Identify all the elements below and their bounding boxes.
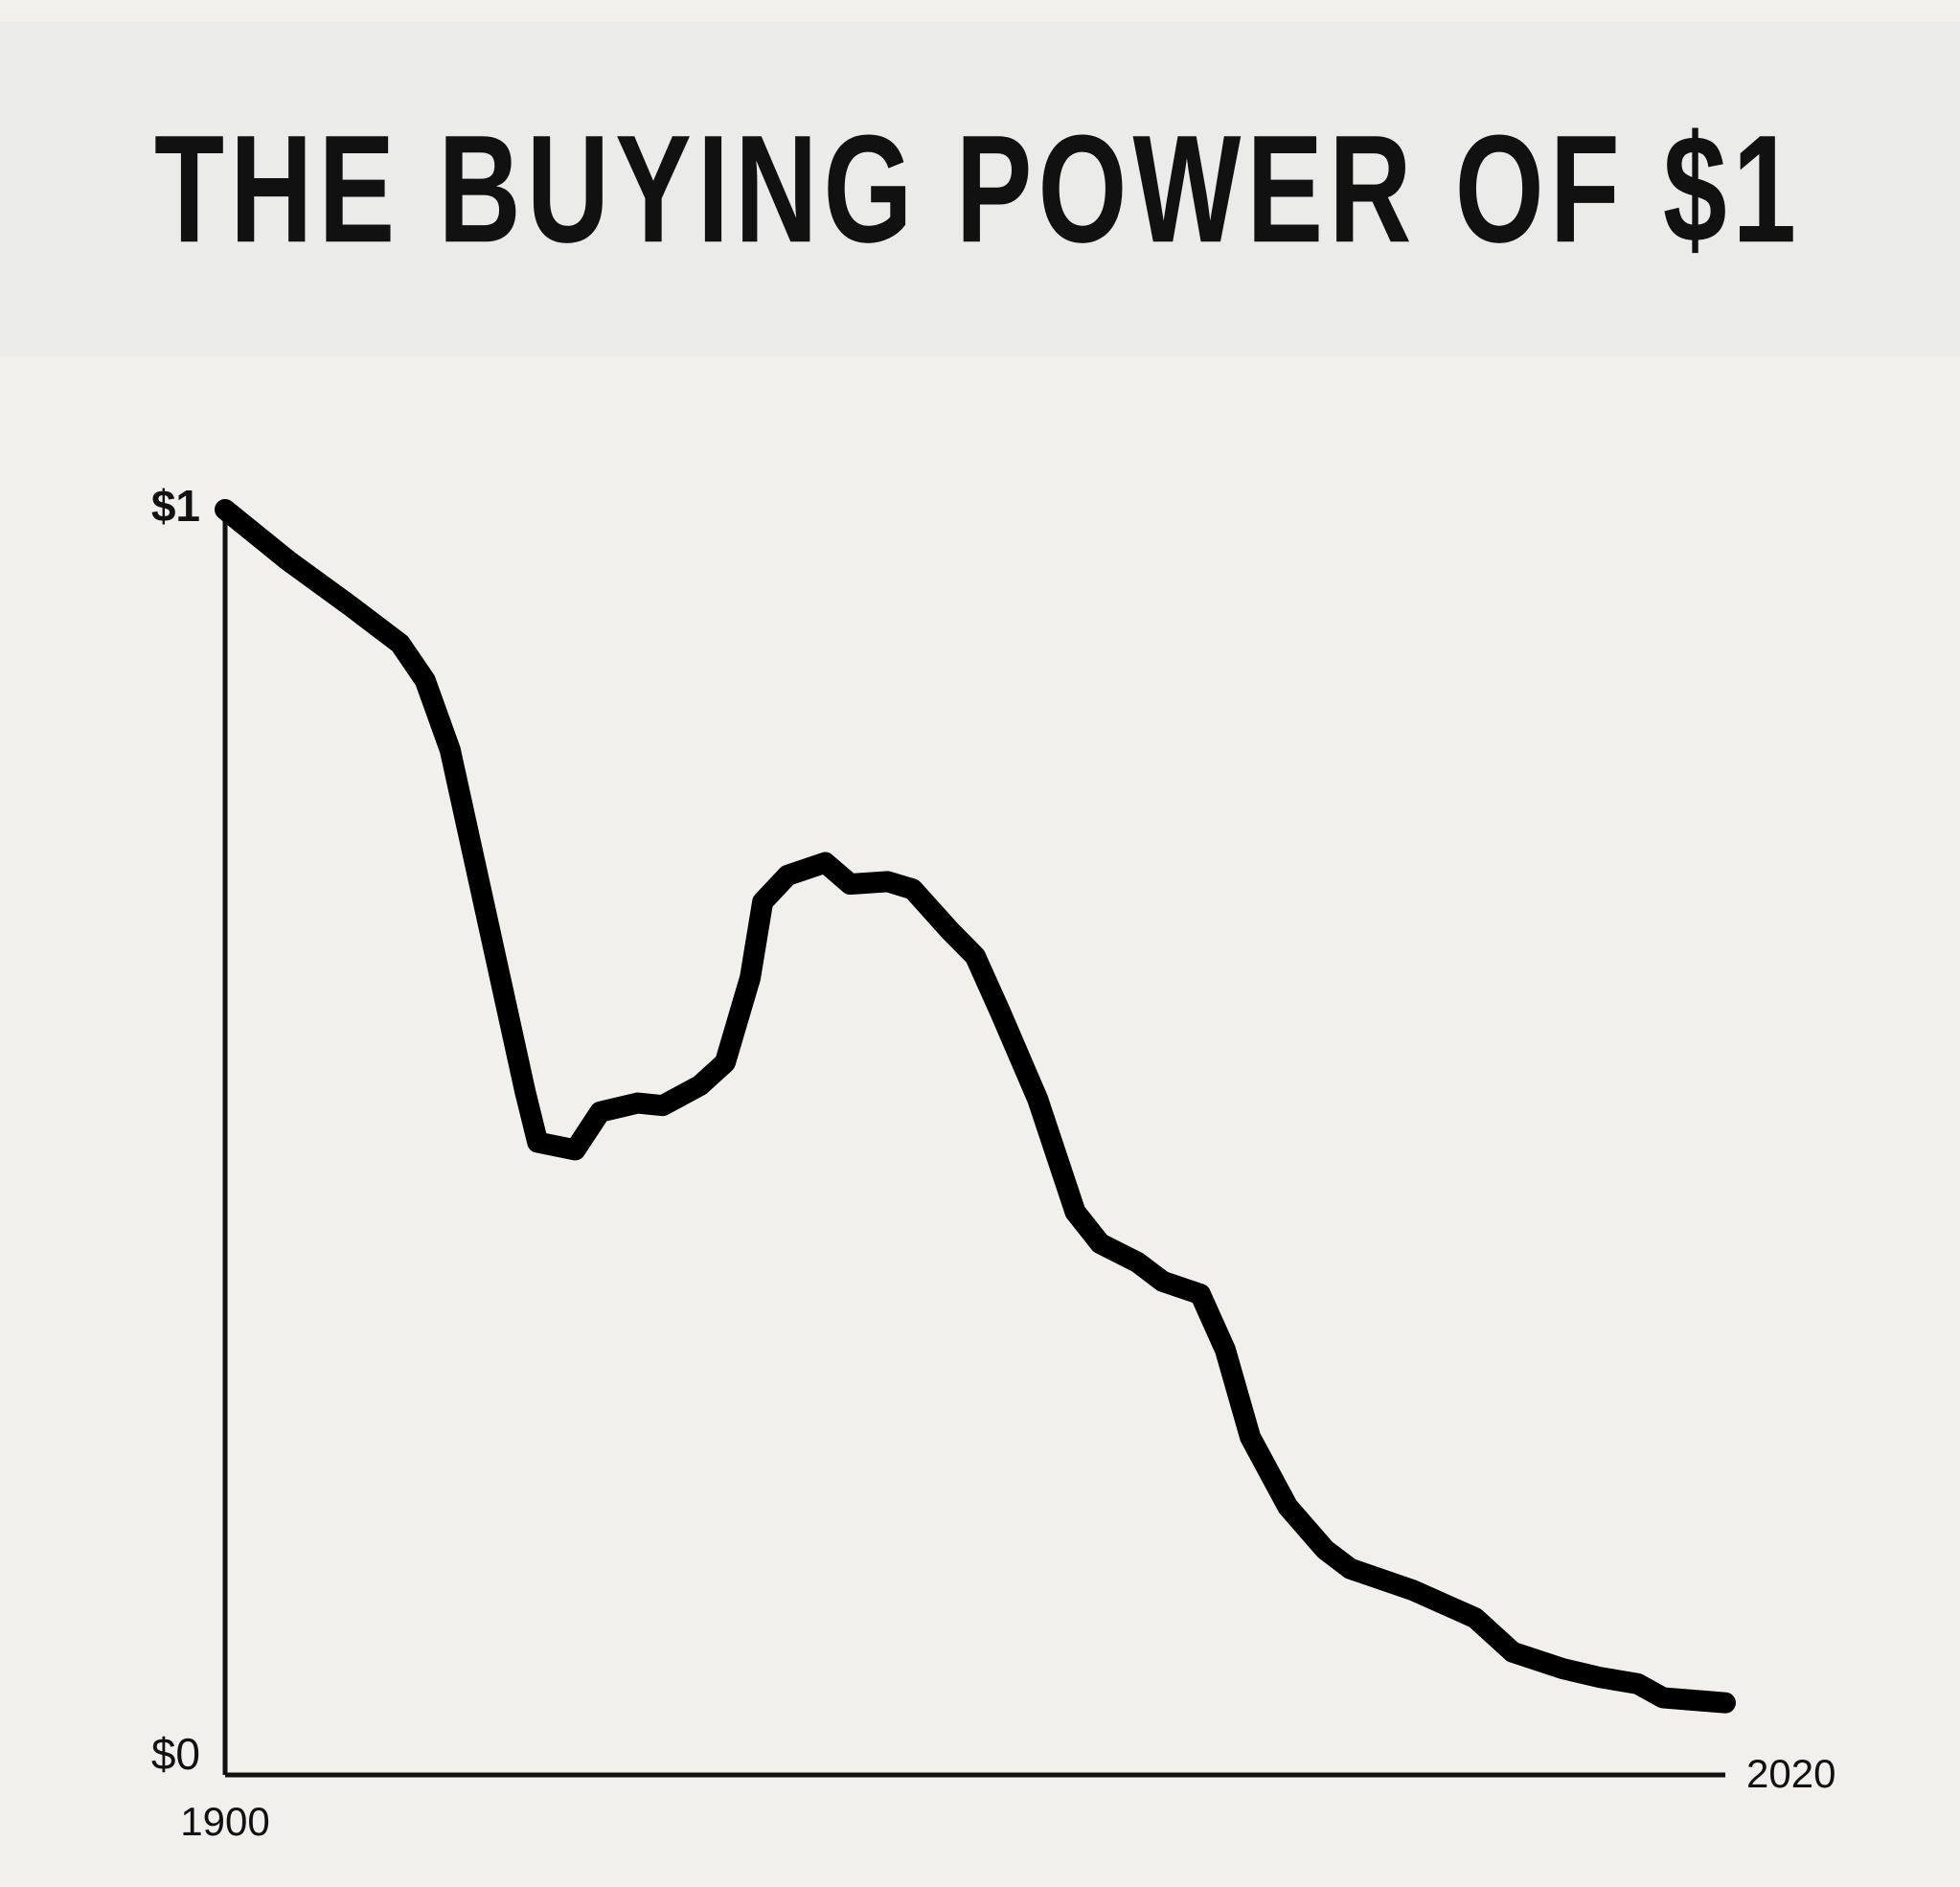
y-tick-label: $1 [151,481,200,531]
title-band [0,22,1960,356]
data-line [215,499,1736,1714]
y-tick-label: $0 [151,1729,200,1779]
x-tick-label: 2020 [1746,1751,1835,1796]
chart-title: THE BUYING POWER OF $1 [154,102,1802,274]
x-tick-label: 1900 [180,1799,269,1844]
